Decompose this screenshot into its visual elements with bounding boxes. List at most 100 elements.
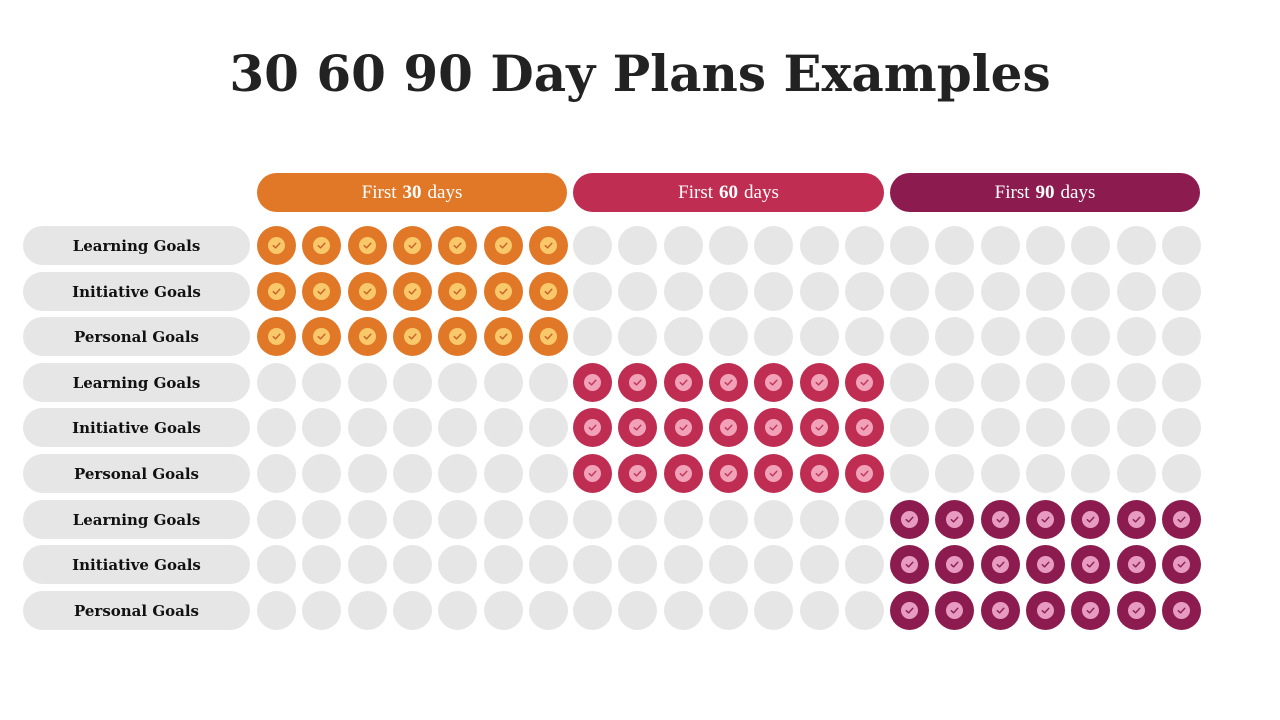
check-circle-icon [845,454,884,493]
check-circle-icon [302,317,341,356]
phase-header-number: 30 [402,181,422,203]
check-circle-icon [1117,500,1156,539]
empty-circle [845,545,884,584]
empty-circle [529,363,568,402]
empty-circle [1071,226,1110,265]
empty-circle [438,591,477,630]
empty-circle [302,408,341,447]
empty-circle [438,500,477,539]
empty-circle [393,408,432,447]
check-circle-icon [529,226,568,265]
empty-circle [1026,272,1065,311]
empty-circle [618,317,657,356]
empty-circle [484,545,523,584]
empty-circle [257,591,296,630]
check-circle-icon [438,317,477,356]
empty-circle [935,226,974,265]
phase-header-number: 90 [1035,181,1055,203]
check-circle-icon [618,363,657,402]
empty-circle [709,545,748,584]
row-label: Initiative Goals [23,272,250,311]
check-circle-icon [981,500,1020,539]
empty-circle [800,317,839,356]
empty-circle [754,226,793,265]
empty-circle [1026,363,1065,402]
empty-circle [1117,226,1156,265]
check-circle-icon [754,454,793,493]
check-circle-icon [1071,591,1110,630]
row-label: Learning Goals [23,226,250,265]
empty-circle [1071,272,1110,311]
check-circle-icon [484,226,523,265]
empty-circle [935,408,974,447]
check-circle-icon [935,500,974,539]
check-circle-icon [664,408,703,447]
check-circle-icon [348,272,387,311]
empty-circle [393,454,432,493]
row-label: Initiative Goals [23,545,250,584]
row-label: Personal Goals [23,317,250,356]
check-circle-icon [754,408,793,447]
check-circle-icon [393,272,432,311]
empty-circle [800,272,839,311]
empty-circle [800,545,839,584]
check-circle-icon [800,454,839,493]
check-circle-icon [1071,545,1110,584]
empty-circle [1117,363,1156,402]
empty-circle [302,454,341,493]
empty-circle [664,226,703,265]
empty-circle [348,500,387,539]
check-circle-icon [709,454,748,493]
empty-circle [573,317,612,356]
empty-circle [257,408,296,447]
row-label: Learning Goals [23,363,250,402]
empty-circle [709,591,748,630]
check-circle-icon [845,363,884,402]
check-circle-icon [393,226,432,265]
empty-circle [348,545,387,584]
empty-circle [618,272,657,311]
empty-circle [800,500,839,539]
row-label: Personal Goals [23,454,250,493]
check-circle-icon [484,317,523,356]
empty-circle [709,226,748,265]
empty-circle [1117,317,1156,356]
empty-circle [754,591,793,630]
empty-circle [393,591,432,630]
empty-circle [981,454,1020,493]
check-circle-icon [1162,500,1201,539]
check-circle-icon [1117,545,1156,584]
empty-circle [1026,226,1065,265]
empty-circle [845,317,884,356]
empty-circle [845,272,884,311]
empty-circle [1162,454,1201,493]
empty-circle [257,500,296,539]
empty-circle [529,545,568,584]
check-circle-icon [1071,500,1110,539]
empty-circle [709,272,748,311]
check-circle-icon [302,226,341,265]
empty-circle [935,272,974,311]
check-circle-icon [1026,545,1065,584]
empty-circle [754,317,793,356]
empty-circle [754,545,793,584]
check-circle-icon [754,363,793,402]
empty-circle [302,591,341,630]
empty-circle [935,317,974,356]
empty-circle [393,500,432,539]
phase-header-number: 60 [719,181,739,203]
check-circle-icon [890,545,929,584]
empty-circle [800,591,839,630]
empty-circle [302,500,341,539]
check-circle-icon [800,408,839,447]
phase-header-prefix: First [994,181,1030,203]
page-title: 30 60 90 Day Plans Examples [229,44,1051,103]
phase-header-prefix: First [361,181,397,203]
empty-circle [618,545,657,584]
empty-circle [257,454,296,493]
check-circle-icon [1117,591,1156,630]
empty-circle [754,500,793,539]
empty-circle [890,363,929,402]
empty-circle [935,363,974,402]
empty-circle [1162,408,1201,447]
